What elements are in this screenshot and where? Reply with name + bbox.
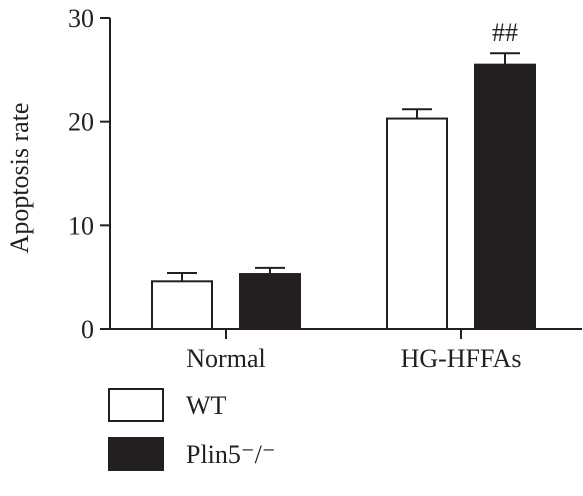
legend-label-wt: WT — [186, 391, 227, 420]
y-tick-label: 30 — [68, 4, 94, 33]
bar-hg-hffas-plin5 — [474, 63, 536, 331]
significance-marker: ## — [492, 18, 518, 47]
x-category-labels: Normal HG-HFFAs — [186, 329, 521, 373]
bars — [151, 52, 536, 331]
x-category-label-normal: Normal — [186, 344, 265, 373]
y-tick-label: 10 — [68, 211, 94, 240]
legend-swatch-plin5 — [108, 437, 164, 471]
bar-normal-wt — [151, 280, 213, 330]
legend-label-plin5: Plin5⁻/⁻ — [186, 440, 276, 469]
y-tick-label: 0 — [81, 315, 94, 344]
x-category-label-hg-hffas: HG-HFFAs — [401, 344, 522, 373]
annotations: ## — [492, 18, 518, 47]
bar-normal-plin5 — [239, 273, 301, 331]
legend-swatch-wt — [108, 388, 164, 422]
y-axis-label: Apoptosis rate — [5, 103, 34, 254]
y-ticks: 0 10 20 30 — [68, 4, 110, 344]
y-tick-label: 20 — [68, 108, 94, 137]
legend: WT Plin5⁻/⁻ — [108, 388, 276, 471]
bar-hg-hffas-wt — [386, 117, 448, 330]
